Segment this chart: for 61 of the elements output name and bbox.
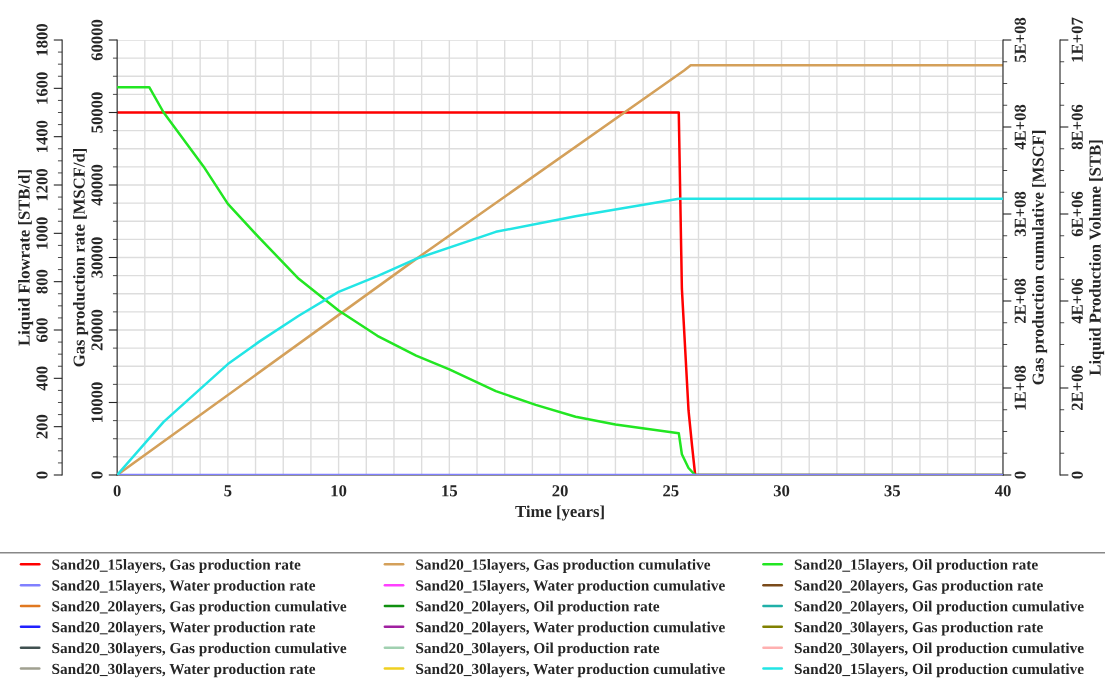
x-tick-label: 20: [552, 485, 568, 497]
legend-label: Sand20_20layers, Water production cumulative: [416, 621, 725, 636]
y-axis-title: Liquid Production Volume [STB]: [1089, 140, 1105, 376]
x-axis-title: Time [years]: [515, 505, 604, 521]
y3-tick-label: 600: [36, 318, 48, 342]
y3-tick-label: 1600: [36, 72, 48, 104]
y2-tick-label: 2E+08: [1014, 278, 1026, 324]
legend-label: Sand20_15layers, Oil production cumulative: [794, 663, 1084, 678]
legend-label: Sand20_30layers, Water production cumulative: [416, 663, 725, 678]
y3-tick-label: 0: [36, 471, 48, 479]
x-tick-label: 0: [113, 485, 121, 497]
legend-label: Sand20_20layers, Oil production cumulative: [794, 600, 1084, 615]
x-tick-label: 35: [884, 485, 900, 497]
legend-label: Sand20_30layers, Gas production cumulative: [52, 642, 347, 657]
y3-tick-label: 200: [36, 414, 48, 439]
y3-axis-title: Liquid Flowrate [STB/d]: [18, 170, 34, 346]
y-tick-label: 60000: [91, 19, 103, 61]
y3-tick-label: 400: [36, 366, 48, 391]
y2-tick-label: 5E+08: [1014, 17, 1026, 63]
y2-axis-title: Gas production cumulative [MSCF]: [1032, 130, 1048, 385]
y-tick-label: 40000: [91, 164, 103, 206]
y3-tick-label: 1800: [36, 23, 48, 56]
legend-label: Sand20_15layers, Water production rate: [52, 579, 316, 594]
y-tick-label: 30000: [91, 237, 103, 278]
x-tick-label: 25: [663, 485, 679, 497]
y-tick-label: 50000: [91, 92, 103, 133]
y2-tick-label: 3E+08: [1014, 191, 1026, 237]
y3-tick-label: 1000: [36, 217, 48, 249]
y2-tick-label: 4E+08: [1014, 104, 1026, 150]
x-tick-label: 30: [773, 485, 790, 497]
y-tick-label: 4E+06: [1071, 278, 1083, 324]
y3-tick-label: 1200: [36, 168, 48, 201]
legend-label: Sand20_15layers, Oil production rate: [794, 559, 1038, 573]
y3-tick-label: 1400: [36, 120, 48, 152]
legend-label: Sand20_30layers, Oil production cumulative: [794, 642, 1084, 657]
x-tick-label: 5: [224, 485, 232, 497]
y-tick-label: 10000: [91, 382, 103, 422]
y-tick-label: 1E+07: [1071, 17, 1083, 62]
legend-label: Sand20_15layers, Gas production rate: [52, 559, 301, 573]
legend-label: Sand20_20layers, Water production rate: [52, 621, 316, 636]
y-tick-label: 0: [91, 471, 103, 479]
legend-label: Sand20_20layers, Gas production rate: [794, 579, 1043, 594]
y-tick-label: 6E+06: [1071, 191, 1083, 237]
y-tick-label: 8E+06: [1071, 104, 1083, 150]
y-axis-title: Gas production rate [MSCF/d]: [73, 148, 89, 367]
y-tick-label: 0: [1071, 471, 1083, 479]
legend-label: Sand20_15layers, Water production cumulative: [416, 579, 725, 594]
y-tick-label: 20000: [91, 309, 103, 351]
y3-tick-label: 800: [36, 269, 48, 294]
legend-label: Sand20_20layers, Gas production cumulative: [52, 600, 347, 615]
legend-label: Sand20_30layers, Water production rate: [52, 663, 316, 678]
legend-label: Sand20_30layers, Oil production rate: [416, 642, 660, 657]
x-tick-label: 10: [331, 485, 347, 497]
legend-label: Sand20_15layers, Gas production cumulative: [416, 559, 711, 573]
x-tick-label: 15: [442, 485, 458, 497]
y-tick-label: 2E+06: [1071, 365, 1083, 411]
y2-tick-label: 1E+08: [1014, 365, 1026, 410]
legend-label: Sand20_20layers, Oil production rate: [416, 600, 660, 615]
x-tick-label: 40: [994, 485, 1011, 497]
legend-label: Sand20_30layers, Gas production rate: [794, 621, 1043, 636]
y2-tick-label: 0: [1014, 471, 1026, 479]
